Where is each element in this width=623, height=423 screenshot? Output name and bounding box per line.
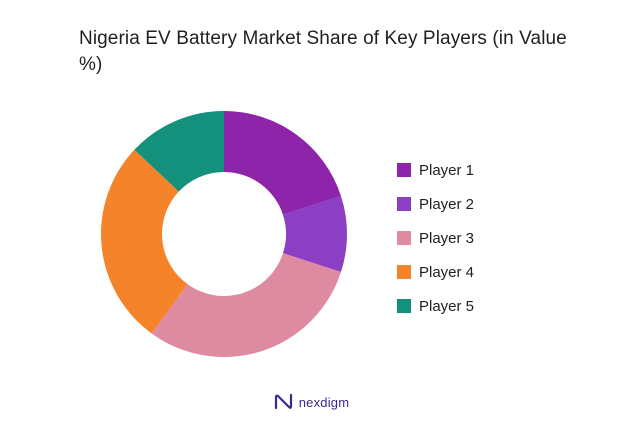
legend-item-5: Player 5: [397, 289, 474, 323]
donut-slice-1: [224, 111, 341, 215]
donut-slice-5: [134, 111, 224, 192]
legend-label: Player 1: [419, 161, 475, 179]
legend-label: Player 5: [419, 297, 475, 315]
legend-label: Player 2: [419, 195, 475, 213]
legend-label: Player 3: [419, 229, 475, 247]
brand-logo: nexdigm: [0, 393, 623, 411]
legend-item-3: Player 3: [397, 221, 474, 255]
chart-legend: Player 1 Player 2 Player 3 Player 4 Player 5: [397, 153, 474, 323]
legend-item-1: Player 1: [397, 153, 474, 187]
donut-slice-2: [282, 195, 347, 273]
legend-swatch: [397, 197, 411, 211]
legend-swatch: [397, 231, 411, 245]
donut-slice-4: [101, 149, 188, 334]
brand-name: nexdigm: [298, 394, 350, 410]
legend-swatch: [397, 163, 411, 177]
nexdigm-n-icon: [274, 393, 292, 410]
legend-swatch: [397, 265, 411, 279]
donut-slice-3: [151, 253, 341, 357]
donut-chart: [101, 111, 347, 357]
chart-container: Nigeria EV Battery Market Share of Key P…: [6, 6, 617, 417]
legend-swatch: [397, 299, 411, 313]
legend-item-2: Player 2: [397, 187, 474, 221]
legend-label: Player 4: [419, 263, 475, 281]
legend-item-4: Player 4: [397, 255, 474, 289]
chart-title: Nigeria EV Battery Market Share of Key P…: [79, 28, 567, 75]
